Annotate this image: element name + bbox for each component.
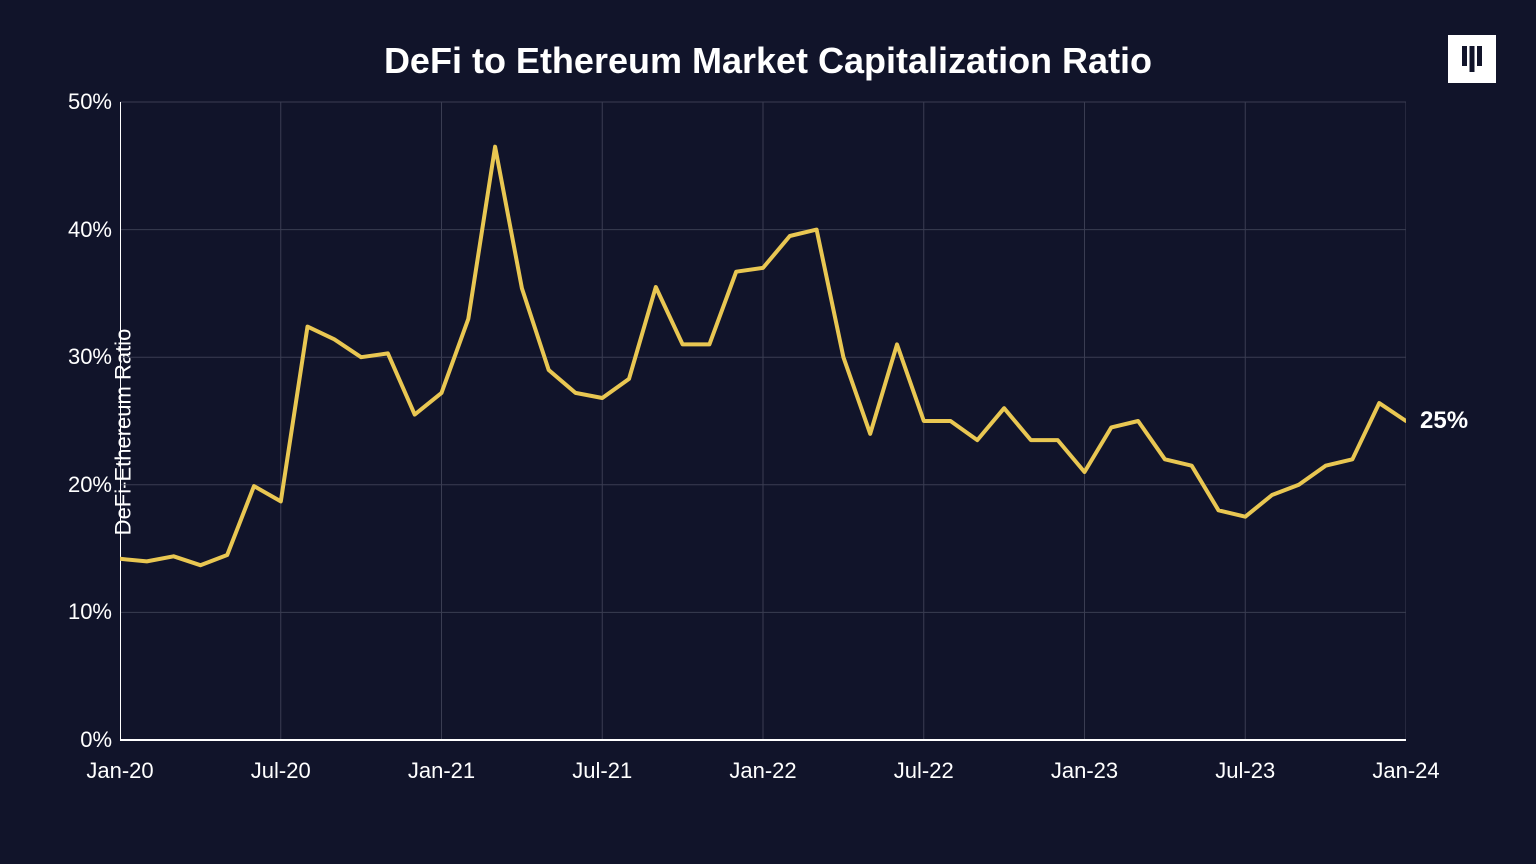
x-tick-label: Jan-20: [86, 758, 153, 784]
y-tick-label: 10%: [68, 599, 112, 625]
x-tick-label: Jul-22: [894, 758, 954, 784]
x-tick-label: Jul-21: [572, 758, 632, 784]
end-value-label: 25%: [1420, 407, 1468, 435]
x-tick-label: Jul-23: [1215, 758, 1275, 784]
chart-container: DeFi to Ethereum Market Capitalization R…: [0, 0, 1536, 864]
y-tick-label: 40%: [68, 217, 112, 243]
x-tick-label: Jan-24: [1372, 758, 1439, 784]
chart-title: DeFi to Ethereum Market Capitalization R…: [0, 40, 1536, 82]
x-tick-label: Jan-21: [408, 758, 475, 784]
y-tick-label: 30%: [68, 344, 112, 370]
x-tick-label: Jan-22: [729, 758, 796, 784]
chart-plot-area: [120, 90, 1406, 804]
y-tick-label: 20%: [68, 472, 112, 498]
y-tick-label: 0%: [80, 727, 112, 753]
y-tick-label: 50%: [68, 89, 112, 115]
x-tick-label: Jul-20: [251, 758, 311, 784]
logo-icon: [1448, 35, 1496, 83]
x-tick-label: Jan-23: [1051, 758, 1118, 784]
